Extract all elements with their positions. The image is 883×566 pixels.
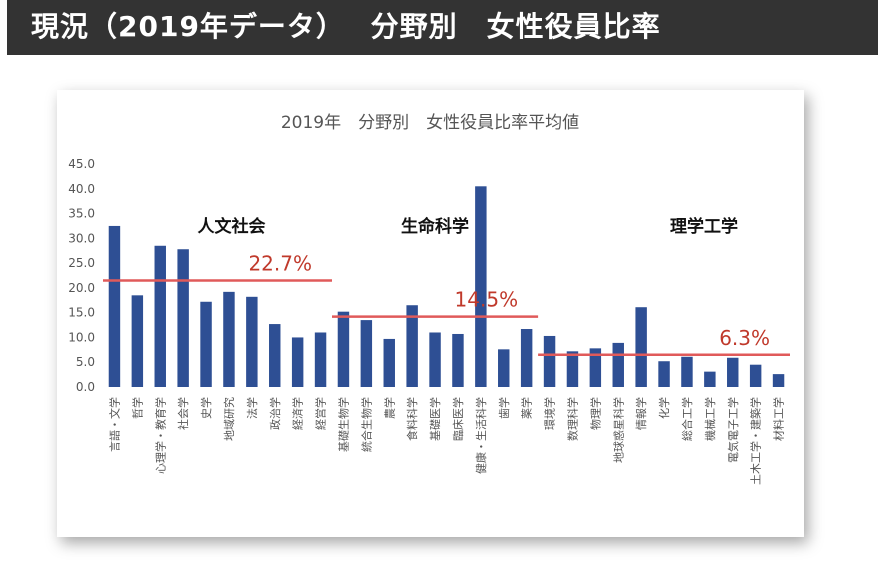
y-tick-label: 25.0 <box>68 256 95 270</box>
x-tick-label: 基礎生物学 <box>336 397 350 452</box>
x-tick-label: 臨床医学 <box>451 397 465 441</box>
x-tick-label: 経済学 <box>291 397 305 430</box>
x-tick-label: 農学 <box>382 397 396 419</box>
bar <box>246 296 258 387</box>
x-tick-label: 経営学 <box>314 397 328 430</box>
bar <box>429 332 441 387</box>
bar <box>360 320 373 387</box>
group-label: 生命科学 <box>401 216 469 237</box>
bar <box>727 357 739 387</box>
bar <box>681 356 693 387</box>
x-tick-label: 情報学 <box>634 397 648 430</box>
x-tick-label: 電気電子工学 <box>726 397 740 463</box>
bar <box>635 307 647 387</box>
bar <box>566 351 579 387</box>
average-lines: 22.7% 14.5% 6.3% <box>103 251 790 357</box>
x-tick-label: 材料工学 <box>772 397 786 441</box>
bar <box>520 329 533 387</box>
x-tick-label: 数理科学 <box>565 397 579 441</box>
bar <box>314 332 327 387</box>
x-tick-label: 総合工学 <box>680 397 694 441</box>
bar <box>200 301 212 387</box>
x-tick-label: 薬学 <box>520 397 534 419</box>
y-tick-label: 20.0 <box>68 281 95 295</box>
bar <box>154 245 166 387</box>
average-label: 6.3% <box>719 326 770 350</box>
bar <box>406 305 418 387</box>
header-bar: 現況（2019年データ） 分野別 女性役員比率 <box>7 0 878 55</box>
average-label: 14.5% <box>455 288 519 312</box>
group-label: 理学工学 <box>670 216 738 237</box>
x-tick-label: 歯学 <box>497 397 511 419</box>
bar <box>543 335 556 387</box>
group-labels: 人文社会 生命科学 理学工学 <box>198 216 739 237</box>
x-tick-label: 物理学 <box>588 397 602 430</box>
bar-chart: 2019年 分野別 女性役員比率平均値 0.0 5.0 10.0 15.0 20.0 25… <box>68 113 790 485</box>
chart-card: 2019年 分野別 女性役員比率平均値 0.0 5.0 10.0 15.0 20.0 25… <box>57 90 804 537</box>
y-tick-label: 5.0 <box>76 355 95 369</box>
bar <box>704 371 716 387</box>
y-tick-label: 40.0 <box>68 182 95 196</box>
x-tick-label: 心理学・教育学 <box>153 397 167 474</box>
group-label: 人文社会 <box>198 216 266 237</box>
bars <box>108 186 785 387</box>
bar <box>108 225 121 387</box>
bar <box>772 374 785 387</box>
x-tick-label: 言語・文学 <box>107 397 121 452</box>
y-tick-label: 15.0 <box>68 306 95 320</box>
bar <box>475 186 487 387</box>
x-tick-label: 社会学 <box>176 397 190 430</box>
bar <box>291 337 304 387</box>
x-tick-label: 法学 <box>245 397 259 419</box>
bar <box>223 291 235 387</box>
x-tick-label: 地域研究 <box>222 397 236 441</box>
y-tick-label: 10.0 <box>68 330 95 344</box>
x-tick-label: 機械工学 <box>703 397 717 441</box>
average-label: 22.7% <box>248 251 312 275</box>
y-tick-label: 35.0 <box>68 207 95 221</box>
bar <box>749 364 762 387</box>
y-tick-label: 45.0 <box>68 157 95 171</box>
x-tick-label: 環境学 <box>543 397 557 430</box>
bar <box>612 342 624 387</box>
x-tick-label: 健康・生活科学 <box>474 397 488 474</box>
x-tick-label: 哲学 <box>130 397 144 419</box>
chart-title: 2019年 分野別 女性役員比率平均値 <box>281 113 579 133</box>
bar <box>177 249 189 387</box>
bar <box>498 349 510 387</box>
x-tick-label: 化学 <box>657 397 671 419</box>
x-tick-label: 食料科学 <box>405 397 419 441</box>
bar <box>452 333 464 387</box>
x-tick-label: 土木工学・建築学 <box>749 397 763 485</box>
y-axis: 0.0 5.0 10.0 15.0 20.0 25.0 30.0 35.0 40.0 45.0 <box>68 157 95 394</box>
x-axis-labels: 言語・文学 哲学 心理学・教育学 社会学 史学 地域研究 法学 政治学 経済学 経営学 基礎生物学統… <box>107 397 785 485</box>
x-tick-label: 基礎医学 <box>428 397 442 441</box>
bar <box>589 348 602 387</box>
bar <box>383 338 395 387</box>
bar <box>337 311 350 387</box>
x-tick-label: 政治学 <box>268 397 282 430</box>
x-tick-label: 統合生物学 <box>359 397 373 452</box>
bar <box>269 324 281 387</box>
x-tick-label: 史学 <box>199 397 213 419</box>
page-title: 現況（2019年データ） 分野別 女性役員比率 <box>31 10 661 43</box>
bar <box>658 361 670 387</box>
y-tick-label: 0.0 <box>76 380 95 394</box>
bar <box>131 295 144 387</box>
y-tick-label: 30.0 <box>68 231 95 245</box>
x-tick-label: 地球惑星科学 <box>611 397 625 463</box>
